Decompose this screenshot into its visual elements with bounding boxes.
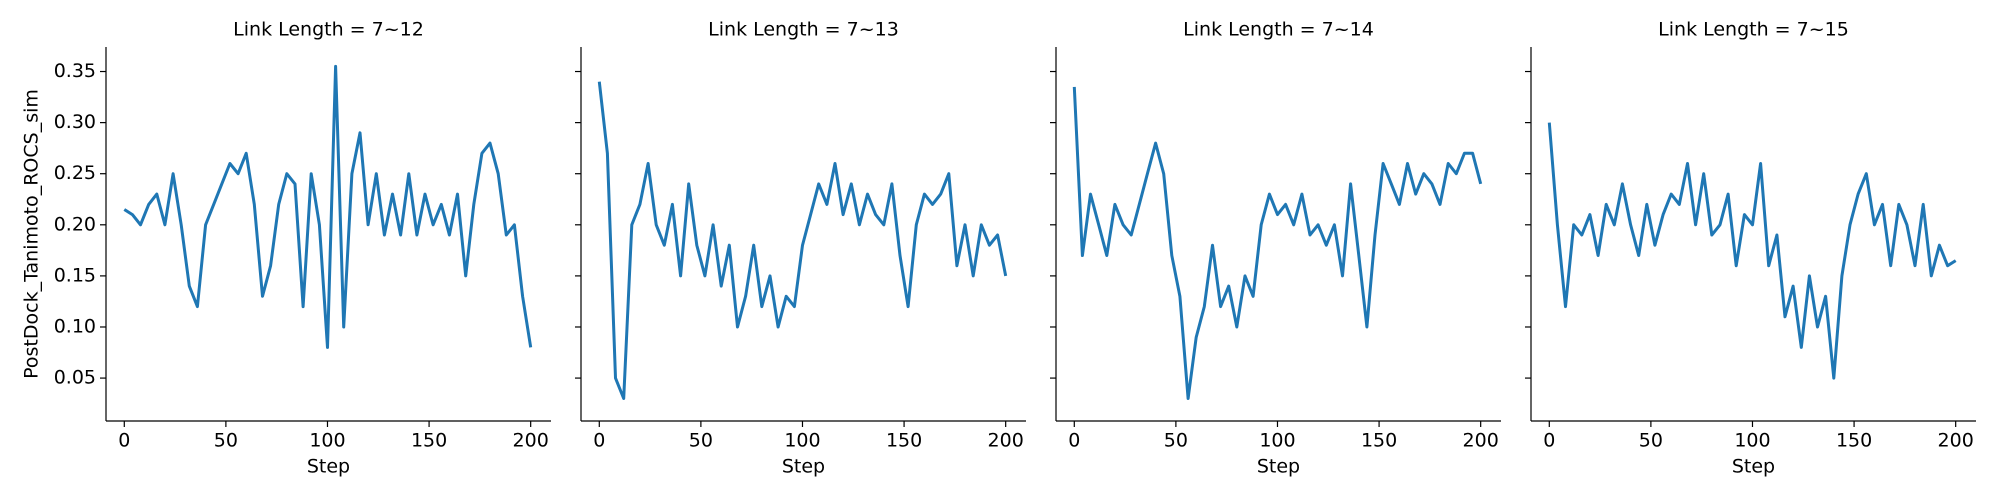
x-tick-label: 200: [1463, 430, 1499, 452]
x-tick-label: 200: [513, 430, 549, 452]
data-line: [1547, 122, 1957, 380]
x-tick-label: 100: [309, 430, 345, 452]
y-tick-label: 0.20: [54, 213, 96, 235]
x-axis-label: Step: [1732, 456, 1775, 478]
y-tick-label: 0.05: [54, 367, 96, 389]
y-tick-label: 0.15: [54, 264, 96, 286]
y-axis-label: PostDock_Tanimoto_ROCS_sim: [21, 89, 43, 379]
x-tick-label: 200: [988, 430, 1024, 452]
data-line: [1072, 86, 1483, 400]
data-line: [123, 64, 533, 349]
y-tick-label: 0.35: [54, 60, 96, 82]
x-axis-label: Step: [1257, 456, 1300, 478]
x-tick-label: 0: [1543, 430, 1555, 452]
x-tick-label: 0: [593, 430, 605, 452]
x-tick-label: 150: [1836, 430, 1872, 452]
x-axis-label: Step: [782, 456, 825, 478]
x-tick-label: 150: [1361, 430, 1397, 452]
x-tick-label: 150: [411, 430, 447, 452]
x-tick-label: 50: [689, 430, 713, 452]
data-line: [597, 81, 1008, 400]
x-axis-label: Step: [307, 456, 350, 478]
x-tick-label: 200: [1938, 430, 1974, 452]
x-tick-label: 0: [118, 430, 130, 452]
x-tick-label: 100: [1259, 430, 1295, 452]
y-tick-label: 0.25: [54, 162, 96, 184]
x-tick-label: 150: [886, 430, 922, 452]
panel-title: Link Length = 7~12: [233, 19, 424, 41]
y-tick-label: 0.30: [54, 111, 96, 133]
x-tick-label: 50: [1164, 430, 1188, 452]
x-tick-label: 0: [1068, 430, 1080, 452]
panel-title: Link Length = 7~15: [1658, 19, 1849, 41]
panel-title: Link Length = 7~13: [708, 19, 899, 41]
x-tick-label: 100: [1734, 430, 1770, 452]
x-tick-label: 100: [784, 430, 820, 452]
y-tick-label: 0.10: [54, 315, 96, 337]
panel-title: Link Length = 7~14: [1183, 19, 1374, 41]
x-tick-label: 50: [214, 430, 238, 452]
x-tick-label: 50: [1639, 430, 1663, 452]
